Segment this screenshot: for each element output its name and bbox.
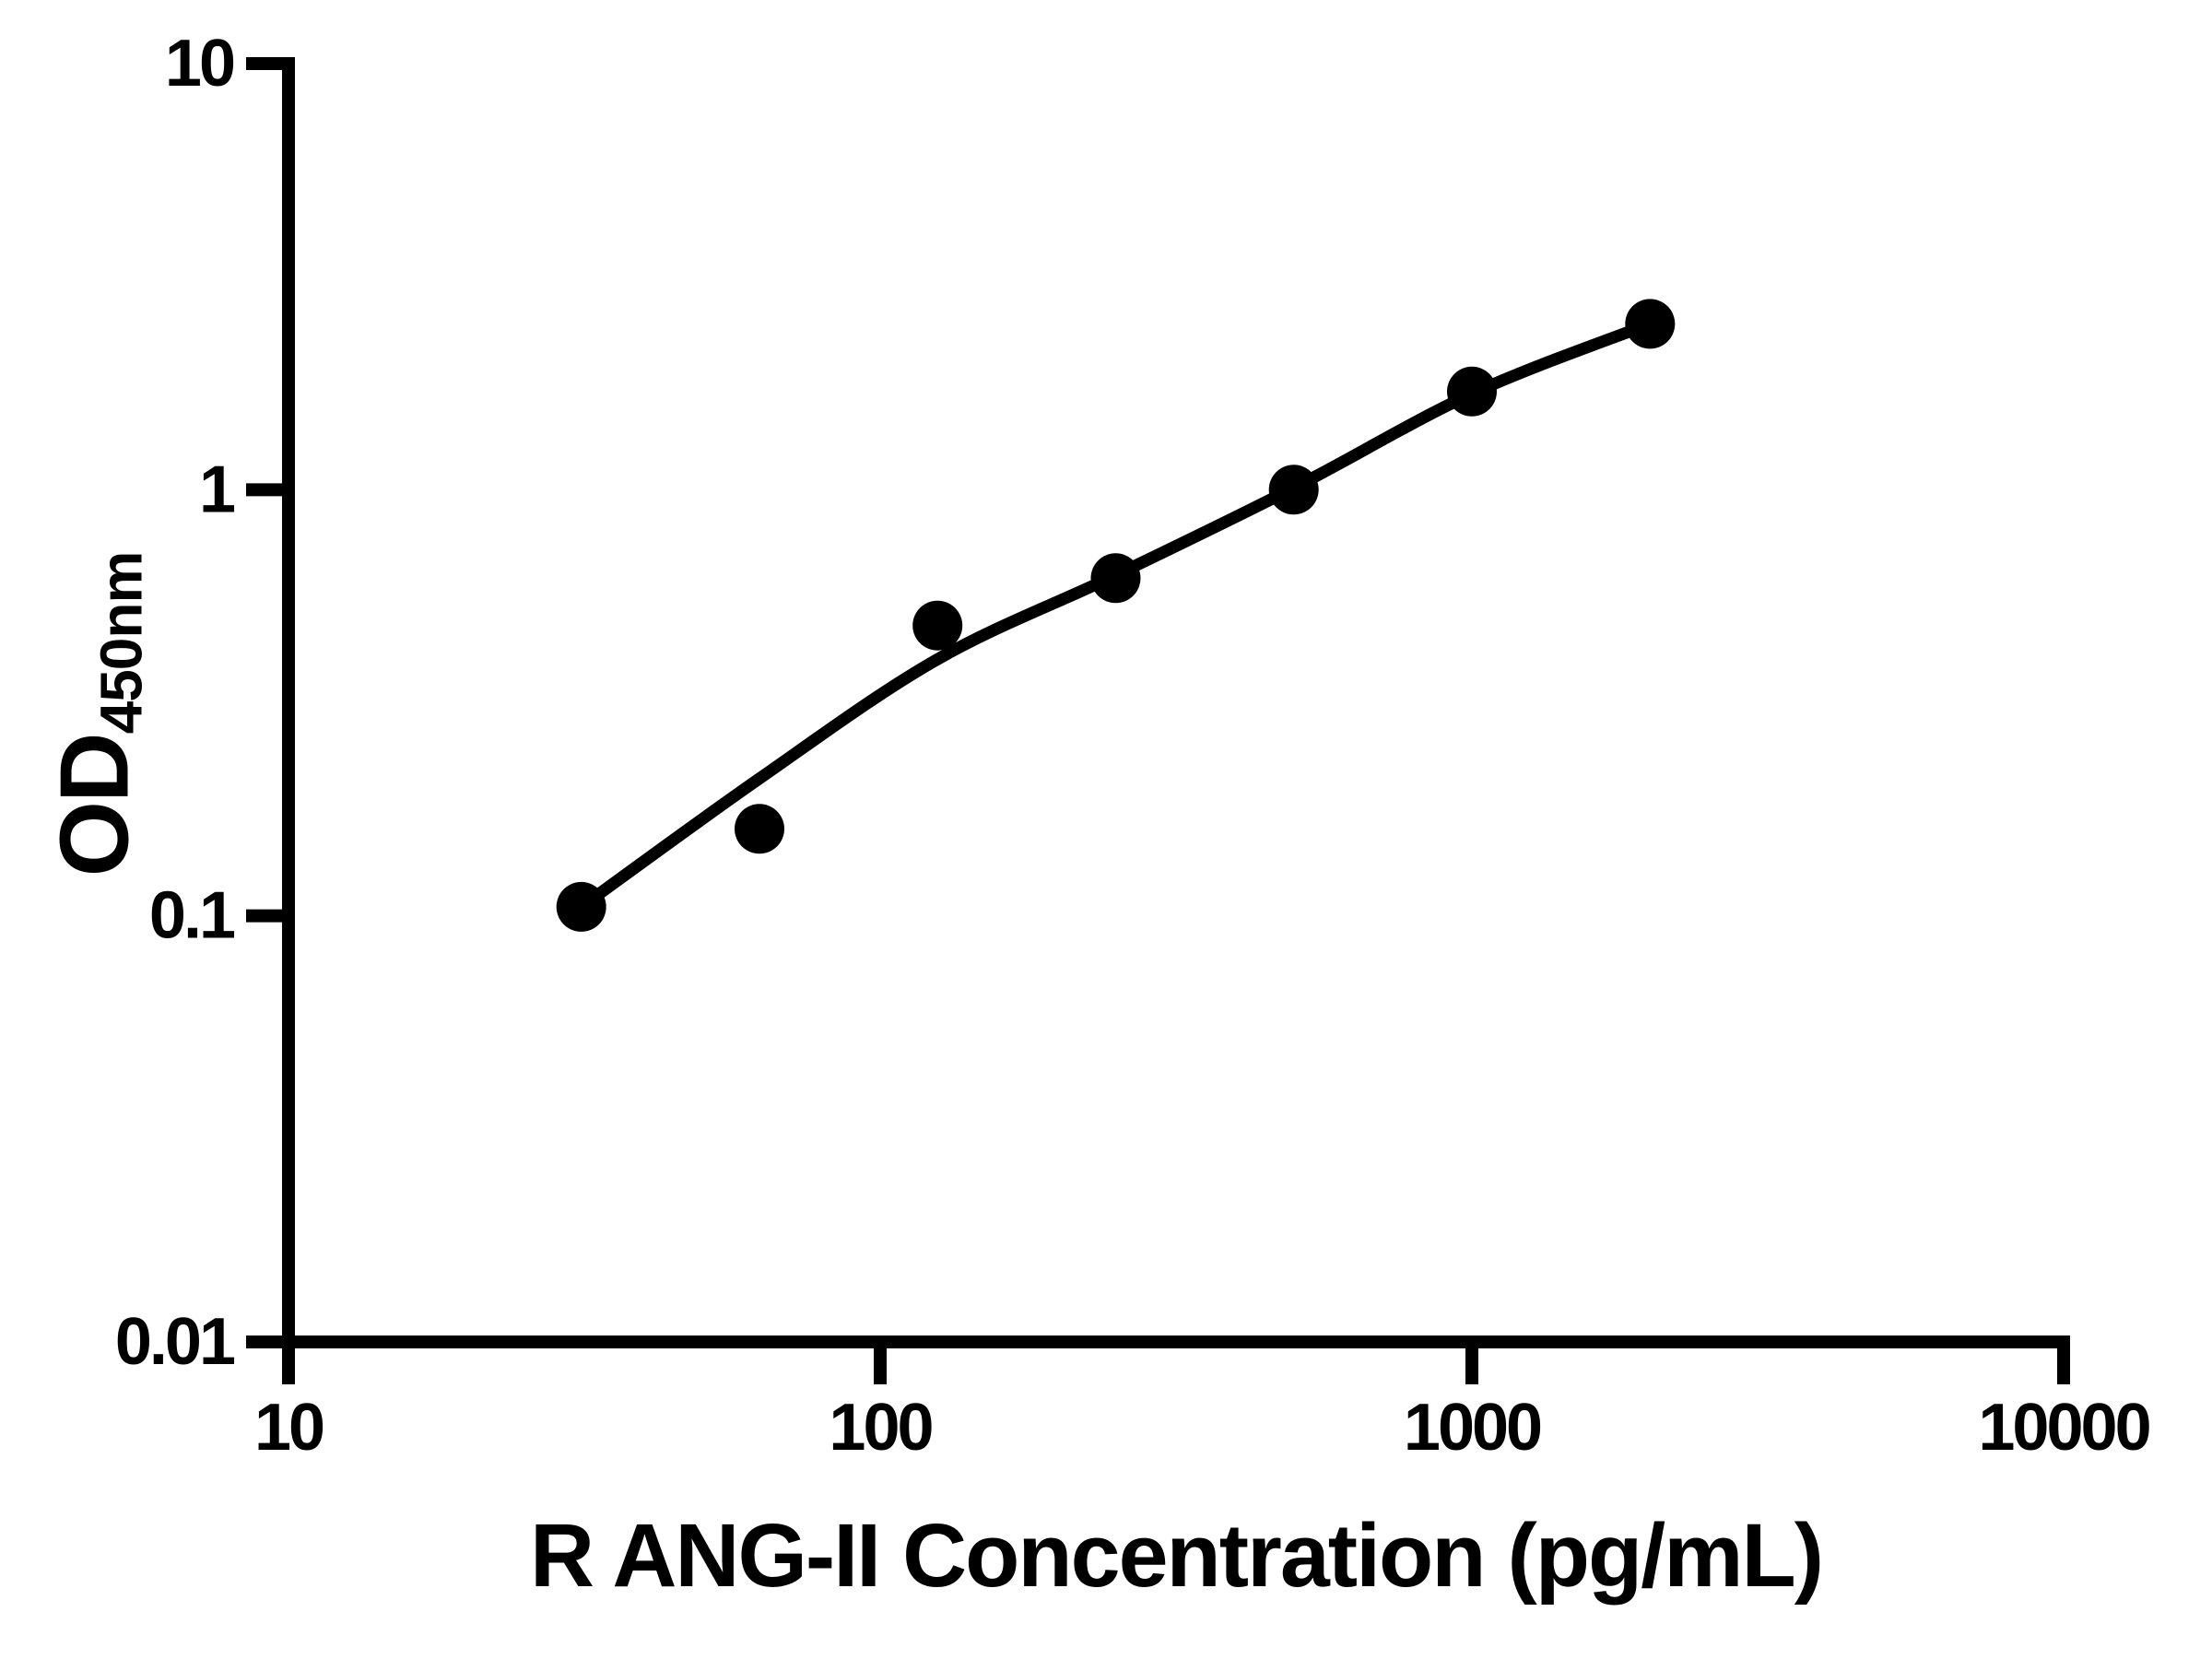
x-axis-title: R ANG-II Concentration (pg/mL)	[529, 1505, 1824, 1606]
data-point	[1447, 366, 1497, 417]
y-axis-title-subscript: 450nm	[88, 551, 155, 735]
data-point	[735, 804, 784, 854]
y-axis-title-main: OD	[40, 734, 149, 877]
y-tick-label: 0.1	[149, 879, 235, 953]
x-tick-label: 10	[254, 1391, 324, 1465]
data-point	[556, 881, 606, 932]
data-point	[912, 600, 963, 651]
x-tick-label: 100	[829, 1391, 932, 1465]
data-point	[1268, 465, 1319, 515]
y-tick-label: 1	[199, 453, 235, 526]
data-point	[1625, 299, 1676, 349]
y-tick-label: 0.01	[115, 1305, 235, 1379]
data-point	[1090, 553, 1141, 604]
y-tick-label: 10	[165, 27, 234, 100]
x-tick-label: 10000	[1978, 1391, 2149, 1465]
x-tick-label: 1000	[1404, 1391, 1541, 1465]
